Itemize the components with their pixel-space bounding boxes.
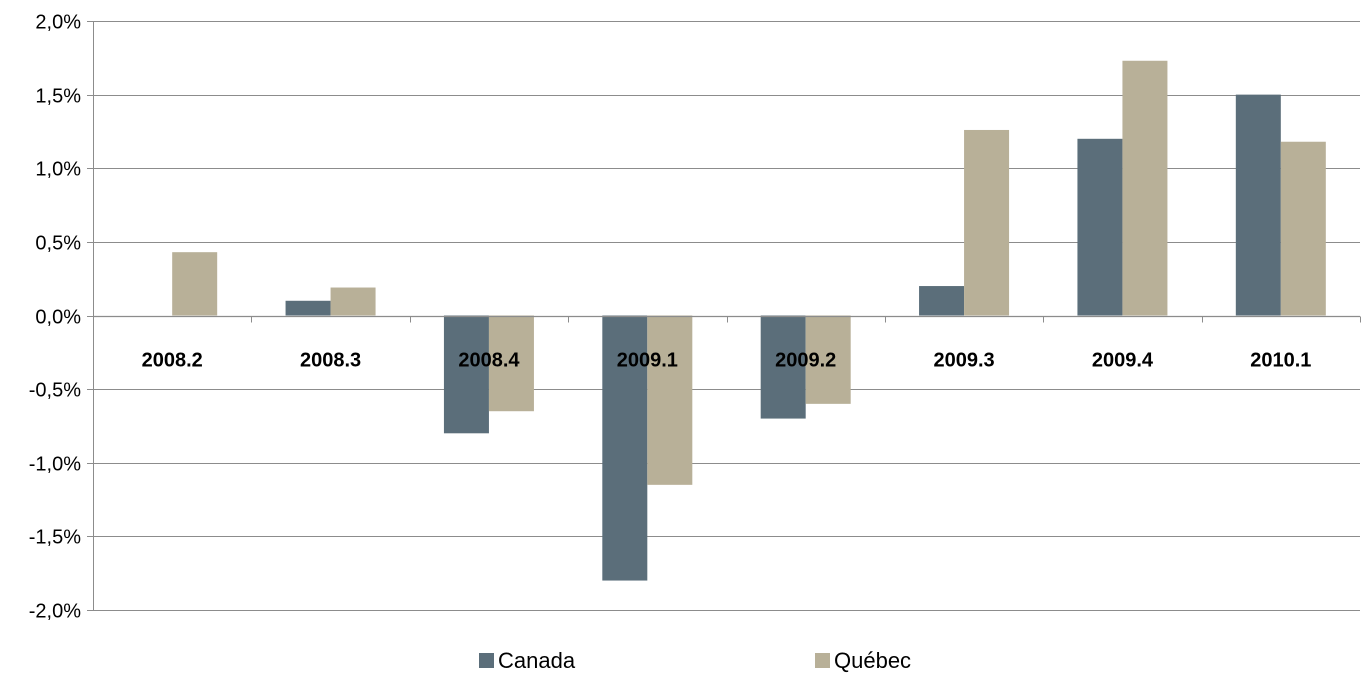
y-tick-label: 2,0% — [35, 12, 81, 34]
x-tick-label: 2009.3 — [933, 350, 994, 372]
bar-canada — [602, 315, 648, 581]
x-tick-label: 2008.4 — [458, 350, 520, 372]
bar-qu-bec — [1280, 141, 1326, 316]
y-tick-label: 0,0% — [35, 307, 81, 329]
bar-qu-bec — [964, 129, 1010, 316]
x-tick-label: 2009.2 — [775, 350, 836, 372]
bar-qu-bec — [647, 315, 693, 485]
x-tick-label: 2010.1 — [1250, 350, 1311, 372]
bar-canada — [1077, 138, 1123, 316]
bar-canada — [760, 315, 806, 419]
legend: Canada Québec — [479, 648, 911, 673]
legend-label: Canada — [498, 648, 576, 673]
legend-swatch — [815, 653, 830, 668]
x-tick-label: 2009.4 — [1092, 350, 1154, 372]
bar-canada — [919, 286, 965, 316]
bar-qu-bec — [805, 315, 851, 404]
y-tick-label: 1,5% — [35, 86, 81, 108]
bar-canada — [1235, 94, 1281, 316]
x-tick-label: 2009.1 — [617, 350, 678, 372]
bar-qu-bec — [330, 287, 376, 316]
y-tick-label: 0,5% — [35, 233, 81, 255]
bar-qu-bec — [1122, 60, 1168, 316]
y-tick-label: -2,0% — [29, 601, 81, 623]
y-tick-label: 1,0% — [35, 159, 81, 181]
bar-canada — [443, 315, 489, 434]
x-tick-label: 2008.3 — [300, 350, 361, 372]
bars — [172, 60, 1326, 581]
y-tick-label: -0,5% — [29, 380, 81, 402]
y-tick-label: -1,0% — [29, 454, 81, 476]
axes — [87, 21, 1361, 611]
labels: 2,0% 1,5% 1,0% 0,5% 0,0% -0,5% -1,0% -1,5% -2,0%… — [29, 12, 1312, 623]
y-tick-label: -1,5% — [29, 527, 81, 549]
legend-label: Québec — [834, 648, 911, 673]
bar-qu-bec — [488, 315, 534, 412]
bar-qu-bec — [172, 252, 218, 316]
legend-swatch — [479, 653, 494, 668]
bar-canada — [285, 300, 331, 316]
x-tick-label: 2008.2 — [142, 350, 203, 372]
